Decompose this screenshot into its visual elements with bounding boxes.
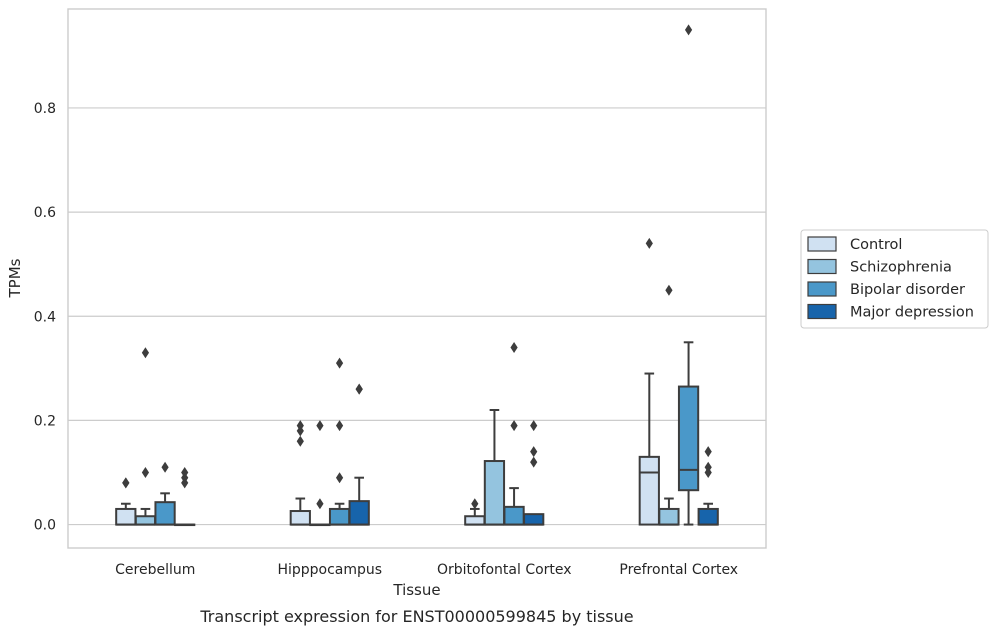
outlier-point bbox=[704, 446, 712, 458]
y-tick-labels: 0.0 0.2 0.4 0.6 0.8 bbox=[34, 101, 56, 534]
x-tick-label: Hipppocampus bbox=[277, 562, 382, 578]
box-group bbox=[464, 498, 486, 526]
box-layer bbox=[115, 24, 719, 527]
outlier-point bbox=[141, 466, 150, 478]
box-group bbox=[154, 461, 176, 526]
legend-label: Major depression bbox=[850, 305, 974, 321]
box bbox=[115, 507, 137, 526]
box bbox=[677, 385, 700, 492]
chart-caption: Transcript expression for ENST0000059984… bbox=[199, 607, 633, 626]
box-group bbox=[483, 408, 506, 526]
box bbox=[658, 507, 680, 526]
y-axis-title: TPMs bbox=[6, 258, 24, 298]
box bbox=[154, 501, 176, 526]
y-tick-label: 0.4 bbox=[34, 309, 56, 325]
legend-label: Schizophrenia bbox=[850, 260, 952, 276]
box-group bbox=[658, 284, 680, 526]
outlier-point bbox=[704, 461, 712, 473]
outlier-point bbox=[296, 435, 304, 447]
box-group bbox=[328, 357, 351, 526]
outlier-point bbox=[530, 446, 538, 458]
y-tick-label: 0.0 bbox=[34, 518, 56, 534]
box bbox=[289, 510, 311, 526]
legend-swatch bbox=[807, 236, 837, 252]
outlier-point bbox=[335, 420, 344, 432]
outlier-point bbox=[316, 498, 324, 510]
box-group bbox=[677, 24, 700, 526]
x-tick-label: Orbitofontal Cortex bbox=[437, 562, 572, 578]
box bbox=[328, 507, 351, 526]
outlier-point bbox=[530, 420, 538, 432]
box-group bbox=[348, 383, 370, 526]
box-group bbox=[134, 347, 157, 526]
outlier-point bbox=[296, 420, 304, 432]
outlier-point bbox=[471, 498, 479, 510]
box-group bbox=[638, 237, 660, 526]
legend: Control Schizophrenia Bipolar disorder Majo… bbox=[800, 229, 989, 329]
legend-frame bbox=[800, 229, 989, 329]
x-tick-labels: Cerebellum Hipppocampus Orbitofontal Corte… bbox=[115, 562, 738, 578]
box bbox=[523, 513, 545, 526]
legend-swatch bbox=[807, 281, 837, 297]
box-group bbox=[503, 342, 525, 526]
box-group bbox=[115, 477, 137, 526]
outlier-point bbox=[355, 383, 363, 395]
box bbox=[348, 500, 370, 526]
x-tick-label: Prefrontal Cortex bbox=[619, 562, 738, 578]
legend-label: Control bbox=[850, 237, 902, 253]
outlier-point bbox=[510, 342, 518, 354]
legend-label: Bipolar disorder bbox=[850, 282, 965, 298]
y-tick-label: 0.2 bbox=[34, 413, 56, 429]
outlier-point bbox=[665, 284, 673, 296]
outlier-point bbox=[645, 237, 653, 249]
box bbox=[134, 515, 157, 526]
outlier-point bbox=[122, 477, 130, 489]
outlier-point bbox=[530, 456, 538, 468]
y-tick-label: 0.6 bbox=[34, 205, 56, 221]
box bbox=[464, 515, 486, 526]
box-group bbox=[309, 420, 331, 527]
x-axis-title: Tissue bbox=[392, 581, 440, 599]
box bbox=[503, 505, 525, 526]
grid-layer bbox=[68, 107, 766, 526]
x-tick-label: Cerebellum bbox=[115, 562, 195, 578]
box-group bbox=[174, 466, 196, 527]
box-group bbox=[289, 420, 311, 526]
outlier-point bbox=[141, 347, 150, 359]
box-group bbox=[697, 446, 719, 526]
outlier-point bbox=[161, 461, 169, 473]
plot-frame bbox=[67, 8, 767, 549]
outlier-point bbox=[181, 466, 189, 478]
legend-swatch bbox=[807, 258, 837, 275]
outlier-point bbox=[316, 420, 324, 432]
outlier-point bbox=[684, 24, 693, 36]
outlier-point bbox=[510, 420, 518, 432]
box bbox=[483, 460, 506, 526]
box-group bbox=[523, 420, 545, 526]
outlier-point bbox=[335, 357, 344, 369]
outlier-point bbox=[335, 472, 344, 484]
y-tick-label: 0.8 bbox=[34, 101, 56, 117]
box bbox=[638, 455, 660, 526]
box bbox=[697, 507, 719, 526]
legend-swatch bbox=[807, 303, 837, 320]
